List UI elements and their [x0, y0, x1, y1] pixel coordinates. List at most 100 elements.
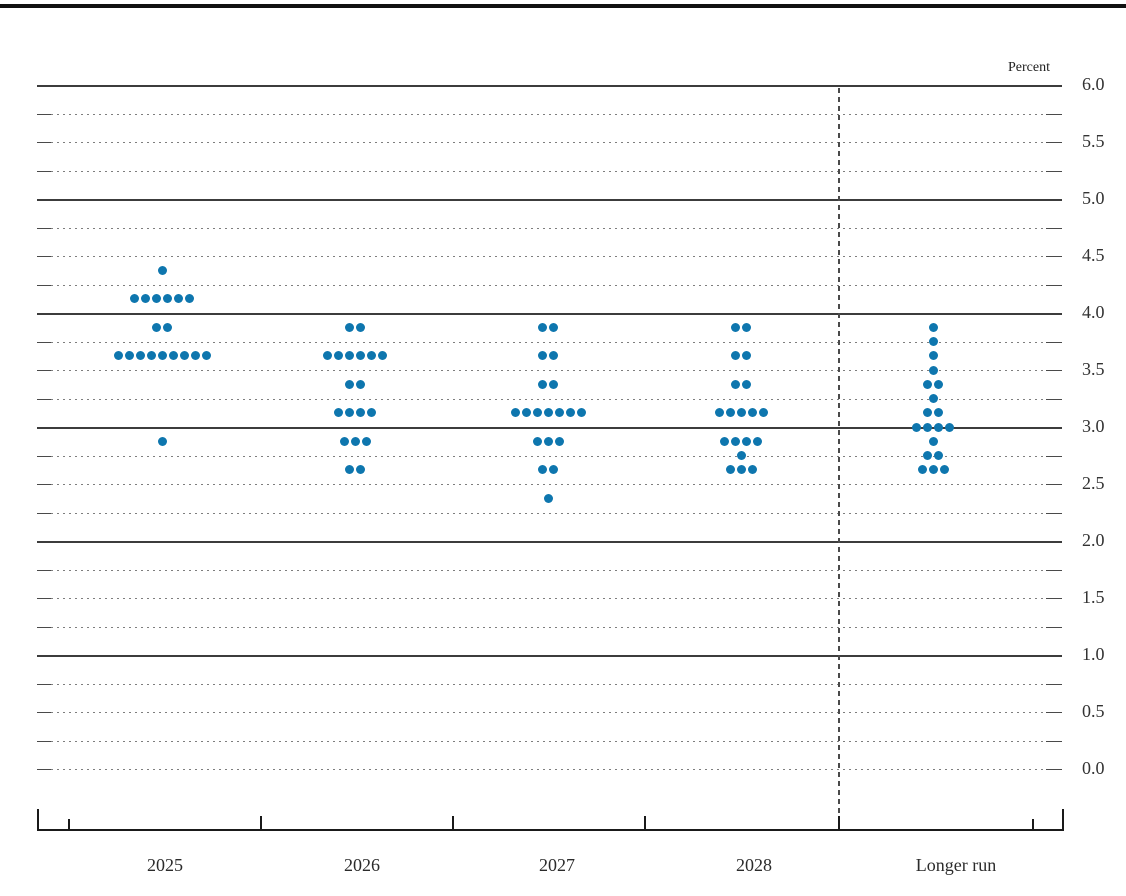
gridline-dotted-2.75 [51, 456, 1048, 457]
gridline-dotted-3.25 [51, 399, 1048, 400]
dot-2026-2.625 [345, 465, 354, 475]
gridline-dotted-1.5 [51, 598, 1048, 599]
right-tick-dash-1.5 [1046, 598, 1062, 599]
dot-2027-3.375 [538, 379, 547, 389]
dot-2026-3.625 [378, 351, 387, 361]
dot-2027-2.875 [532, 436, 542, 446]
right-tick-dash-1.25 [1046, 627, 1062, 628]
right-tick-dash-2.75 [1046, 456, 1062, 457]
dot-2026-3.125 [356, 408, 365, 418]
left-tick-dash-3.5 [37, 370, 51, 371]
left-tick-dash-0.75 [37, 684, 51, 685]
right-tick-dash-2.5 [1046, 484, 1062, 485]
dot-2028-2.875 [720, 436, 729, 446]
dot-2028-3.375 [742, 379, 751, 389]
y-tick-label-2.5: 2.5 [1082, 473, 1105, 493]
dot-2028-2.75 [736, 451, 746, 460]
dot-2027-2.625 [538, 465, 547, 475]
gridline-dotted-0.5 [51, 712, 1048, 713]
dot-2028-3.125 [758, 408, 768, 418]
y-tick-label-3.0: 3.0 [1082, 416, 1105, 436]
dot-longer-run-3 [945, 422, 954, 432]
y-tick-label-0.5: 0.5 [1082, 701, 1105, 721]
x-axis-tick-1032 [1032, 819, 1034, 829]
gridline-dotted-0.25 [51, 741, 1048, 742]
gridline-dotted-4.75 [51, 228, 1048, 229]
gridline-dotted-0.75 [51, 684, 1048, 685]
gridline-dotted-4.25 [51, 285, 1048, 286]
dot-2028-3.125 [736, 408, 746, 418]
left-tick-dash-1.75 [37, 570, 51, 571]
dot-2027-3.875 [538, 322, 547, 332]
dot-2028-3.125 [747, 408, 757, 418]
dot-2025-4.125 [185, 294, 194, 304]
dot-2026-3.625 [367, 351, 376, 361]
right-tick-dash-4.75 [1046, 228, 1062, 229]
left-tick-dash-2.25 [37, 513, 51, 514]
left-tick-dash-3.25 [37, 399, 51, 400]
dot-2028-3.125 [725, 408, 735, 418]
right-tick-dash-0.25 [1046, 741, 1062, 742]
left-tick-dash-0 [37, 769, 51, 770]
dot-2026-3.125 [334, 408, 343, 418]
dot-longer-run-3.75 [928, 337, 938, 346]
dot-2028-2.875 [742, 436, 751, 446]
dot-2028-2.875 [731, 436, 740, 446]
dot-2025-3.625 [146, 351, 156, 361]
dot-2027-2.875 [554, 436, 564, 446]
dot-longer-run-2.625 [917, 465, 927, 475]
dot-2028-2.625 [725, 465, 735, 475]
dot-2027-3.625 [549, 351, 558, 361]
right-tick-dash-5.5 [1046, 142, 1062, 143]
dot-2028-2.875 [753, 436, 762, 446]
x-axis-tick-644 [644, 816, 646, 829]
dot-2026-3.125 [345, 408, 354, 418]
dot-2026-2.875 [339, 436, 349, 446]
y-tick-label-3.5: 3.5 [1082, 359, 1105, 379]
right-tick-dash-3.25 [1046, 399, 1062, 400]
left-tick-dash-4.75 [37, 228, 51, 229]
gridline-solid-1 [37, 655, 1062, 657]
x-axis-tick-68 [68, 819, 70, 829]
y-tick-label-5.0: 5.0 [1082, 188, 1105, 208]
dot-longer-run-2.625 [939, 465, 949, 475]
dot-2025-3.875 [152, 322, 161, 332]
dot-2026-3.625 [323, 351, 332, 361]
dot-2026-3.625 [334, 351, 343, 361]
gridline-dotted-3.5 [51, 370, 1048, 371]
right-tick-dash-3.75 [1046, 342, 1062, 343]
dot-2025-3.625 [168, 351, 178, 361]
left-tick-dash-1.25 [37, 627, 51, 628]
dot-2025-3.625 [190, 351, 200, 361]
gridline-dotted-2.25 [51, 513, 1048, 514]
right-tick-dash-0.75 [1046, 684, 1062, 685]
dot-2026-3.375 [345, 379, 354, 389]
x-axis-tick-260 [260, 816, 262, 829]
dot-longer-run-3.5 [928, 365, 938, 375]
dot-2027-3.125 [532, 408, 542, 418]
right-tick-dash-5.75 [1046, 114, 1062, 115]
dot-2027-2.875 [543, 436, 553, 446]
y-tick-label-1.0: 1.0 [1082, 644, 1105, 664]
right-tick-dash-5.25 [1046, 171, 1062, 172]
y-tick-label-4.0: 4.0 [1082, 302, 1105, 322]
top-rule [0, 4, 1126, 8]
dot-2027-3.125 [543, 408, 553, 418]
dot-2025-3.625 [124, 351, 134, 361]
left-tick-dash-1.5 [37, 598, 51, 599]
x-axis-label-2025: 2025 [147, 855, 183, 875]
right-tick-dash-0.5 [1046, 712, 1062, 713]
left-tick-dash-5.5 [37, 142, 51, 143]
gridline-solid-5 [37, 199, 1062, 201]
dot-2026-3.625 [345, 351, 354, 361]
x-axis-tick-838 [838, 816, 840, 829]
dot-2025-4.125 [152, 294, 161, 304]
gridline-dotted-0 [51, 769, 1048, 770]
dot-2027-3.125 [510, 408, 520, 418]
dot-2028-2.625 [736, 465, 746, 475]
dot-2025-4.375 [157, 265, 167, 275]
y-tick-label-2.0: 2.0 [1082, 530, 1105, 550]
dot-2027-3.875 [549, 322, 558, 332]
gridline-dotted-5.75 [51, 114, 1048, 115]
dot-2025-2.875 [157, 436, 167, 446]
